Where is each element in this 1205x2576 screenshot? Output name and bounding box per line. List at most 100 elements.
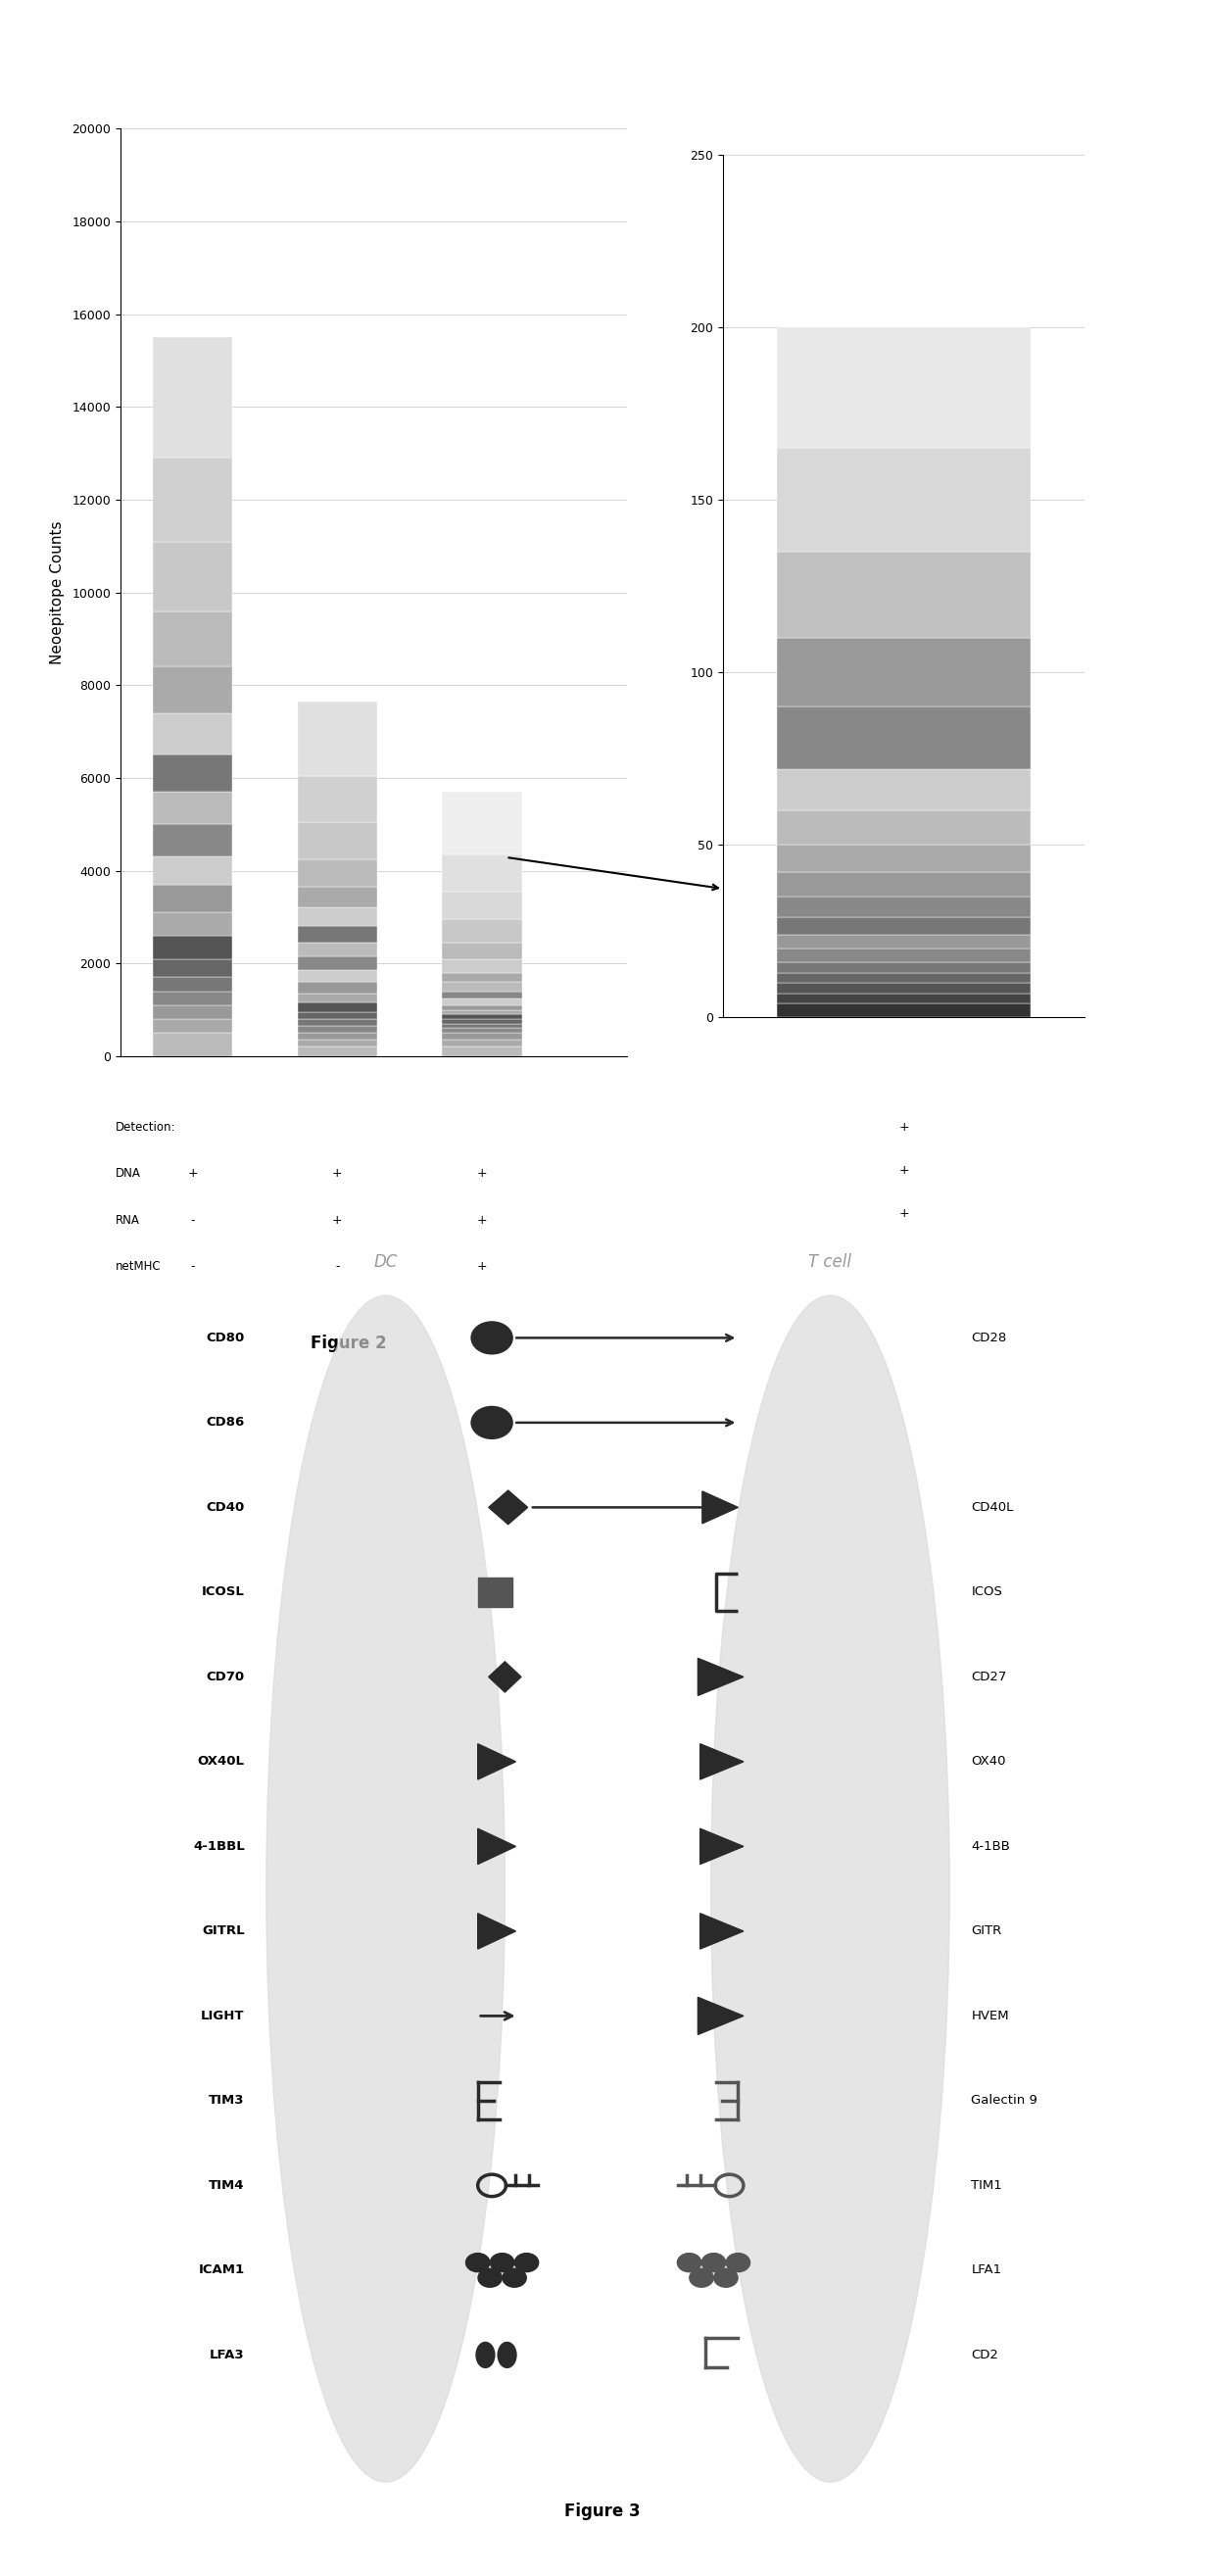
Circle shape <box>478 2269 502 2287</box>
Text: CD2: CD2 <box>971 2349 999 2362</box>
Polygon shape <box>698 1996 743 2035</box>
Text: CD27: CD27 <box>971 1669 1007 1682</box>
Polygon shape <box>703 1492 737 1522</box>
Circle shape <box>471 1321 512 1355</box>
Bar <box>298 927 377 943</box>
Bar <box>153 958 233 976</box>
Bar <box>298 1025 377 1033</box>
Polygon shape <box>700 1829 743 1865</box>
Bar <box>153 337 233 459</box>
Bar <box>153 1005 233 1020</box>
Bar <box>442 1033 522 1041</box>
Bar <box>777 873 1030 896</box>
Text: Figure 2: Figure 2 <box>310 1334 387 1352</box>
Text: RNA: RNA <box>116 1213 140 1226</box>
Bar <box>777 845 1030 873</box>
Bar <box>442 1010 522 1015</box>
Bar <box>777 917 1030 935</box>
Bar <box>777 948 1030 963</box>
Bar <box>153 755 233 791</box>
Bar <box>153 459 233 541</box>
Text: +: + <box>333 1167 342 1180</box>
Text: netMHC: netMHC <box>116 1260 161 1273</box>
Bar <box>153 992 233 1005</box>
Text: +: + <box>477 1167 487 1180</box>
Bar <box>298 943 377 956</box>
Bar <box>298 860 377 886</box>
Text: ICOSL: ICOSL <box>201 1587 245 1600</box>
Bar <box>153 611 233 667</box>
Text: GITRL: GITRL <box>202 1924 245 1937</box>
Bar <box>442 1041 522 1046</box>
Bar <box>777 770 1030 811</box>
Text: CD70: CD70 <box>206 1669 245 1682</box>
Bar <box>298 956 377 971</box>
Bar <box>153 858 233 884</box>
Text: TIM1: TIM1 <box>971 2179 1003 2192</box>
Text: LFA1: LFA1 <box>971 2264 1001 2277</box>
Bar <box>777 935 1030 948</box>
Text: TIM3: TIM3 <box>208 2094 245 2107</box>
Bar <box>442 1020 522 1023</box>
Circle shape <box>689 2269 713 2287</box>
Text: DNA: DNA <box>116 1167 141 1180</box>
Text: T cell: T cell <box>809 1252 852 1270</box>
Circle shape <box>515 2254 539 2272</box>
Text: DC: DC <box>374 1252 398 1270</box>
Circle shape <box>713 2269 737 2287</box>
Text: CD80: CD80 <box>206 1332 245 1345</box>
Bar <box>298 907 377 927</box>
Bar <box>442 791 522 855</box>
Polygon shape <box>489 1662 521 1692</box>
Bar <box>442 992 522 999</box>
Circle shape <box>502 2269 527 2287</box>
Text: +: + <box>477 1260 487 1273</box>
Bar <box>442 981 522 992</box>
Text: Galectin 9: Galectin 9 <box>971 2094 1038 2107</box>
Polygon shape <box>700 1744 743 1780</box>
Circle shape <box>471 1406 512 1440</box>
Bar <box>298 822 377 860</box>
Circle shape <box>701 2254 725 2272</box>
Ellipse shape <box>266 1296 505 2483</box>
Bar <box>153 912 233 935</box>
Polygon shape <box>477 1829 516 1865</box>
Bar <box>153 1020 233 1033</box>
Text: CD86: CD86 <box>206 1417 245 1430</box>
Text: -: - <box>190 1260 195 1273</box>
Text: HVEM: HVEM <box>971 2009 1009 2022</box>
Text: 4-1BBL: 4-1BBL <box>193 1839 245 1852</box>
Bar <box>777 811 1030 845</box>
Bar <box>153 935 233 958</box>
Bar <box>153 976 233 992</box>
Y-axis label: Neoepitope Counts: Neoepitope Counts <box>51 520 65 665</box>
Bar <box>777 974 1030 984</box>
Text: ICOS: ICOS <box>971 1587 1003 1600</box>
Bar <box>153 667 233 714</box>
Bar <box>298 1041 377 1046</box>
Text: Figure 3: Figure 3 <box>564 2504 641 2519</box>
Text: 4-1BB: 4-1BB <box>971 1839 1010 1852</box>
Bar <box>777 706 1030 770</box>
Text: GITR: GITR <box>971 1924 1001 1937</box>
Bar <box>777 551 1030 639</box>
Text: TIM4: TIM4 <box>208 2179 245 2192</box>
Text: CD40: CD40 <box>206 1502 245 1515</box>
Bar <box>153 541 233 611</box>
Text: LFA3: LFA3 <box>210 2349 245 2362</box>
Bar <box>298 981 377 994</box>
Bar <box>442 1005 522 1010</box>
Circle shape <box>677 2254 701 2272</box>
Text: OX40: OX40 <box>971 1754 1006 1767</box>
Bar <box>442 943 522 958</box>
Bar <box>298 1046 377 1056</box>
Text: +: + <box>899 1121 909 1133</box>
Polygon shape <box>698 1659 743 1695</box>
Bar <box>298 775 377 822</box>
Circle shape <box>727 2254 750 2272</box>
Ellipse shape <box>498 2342 516 2367</box>
Bar <box>442 920 522 943</box>
Text: CD28: CD28 <box>971 1332 1006 1345</box>
Bar <box>477 1577 512 1607</box>
Ellipse shape <box>476 2342 494 2367</box>
